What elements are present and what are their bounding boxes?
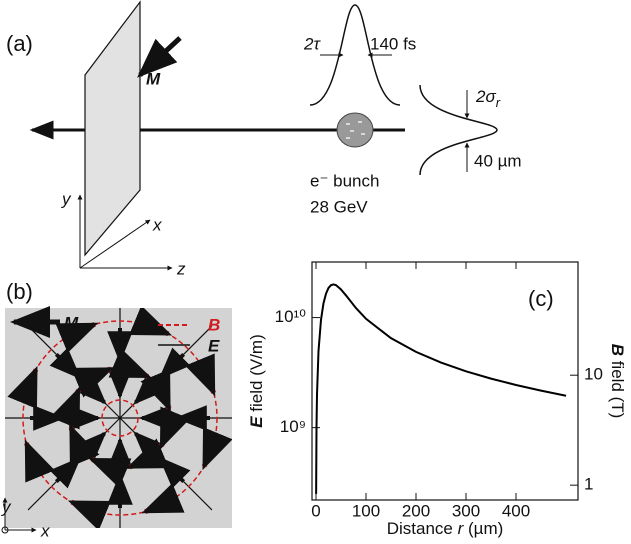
y-tick-label: 10¹⁰: [275, 307, 307, 326]
axis-label: x: [152, 215, 162, 234]
y-label-symbol: E: [247, 416, 266, 428]
y2-label-text: field (T): [608, 356, 627, 418]
beam-size-symbol-text: 2σ: [475, 87, 496, 106]
x-tick-label: 300: [452, 501, 480, 520]
bunch-label: e⁻ bunch: [310, 171, 379, 190]
x-axis-label: Distance r (µm): [387, 519, 504, 538]
magnetization-label: M: [64, 313, 79, 332]
y-axis-label: E field (V/m): [247, 334, 266, 428]
x-tick-label: 0: [311, 501, 320, 520]
axis-label: y: [61, 189, 72, 208]
figure: (a) M 2τ 140 fs 2σr 40 µm e⁻ bunch 28 Ge…: [0, 0, 631, 544]
x-tick-label: 100: [352, 501, 380, 520]
axis-label: x: [40, 521, 50, 540]
energy-label: 28 GeV: [310, 197, 368, 216]
y2-tick-label: 10: [584, 365, 603, 384]
axis-label: z: [176, 259, 186, 278]
panel-a: (a) M 2τ 140 fs 2σr 40 µm e⁻ bunch 28 Ge…: [6, 2, 522, 278]
beam-size-symbol: 2σr: [475, 87, 501, 110]
x-label-unit: (µm): [463, 519, 503, 538]
annotation: (c): [528, 286, 554, 311]
y2-axis-label: B field (T): [608, 344, 627, 419]
axis-label: y: [1, 497, 12, 516]
panel-b: (b) M B E y x: [0, 279, 250, 544]
panel-c: (c) Distance r (µm) E field (V/m) B fiel…: [247, 262, 626, 538]
pulse-width: 140 fs: [370, 34, 416, 53]
legend-e: E: [208, 336, 220, 355]
y-label-text: field (V/m): [247, 334, 266, 416]
x-label-prefix: Distance: [387, 519, 458, 538]
beam-size: 40 µm: [474, 151, 522, 170]
y-tick-label: 10⁹: [280, 417, 306, 436]
beam-size-subscript: r: [496, 95, 501, 110]
x-tick-label: 200: [402, 501, 430, 520]
plate: [85, 2, 140, 255]
y2-tick-label: 1: [584, 475, 593, 494]
panel-label: (a): [6, 31, 33, 56]
magnetization-label: M: [146, 69, 161, 88]
electron-bunch: [337, 113, 373, 147]
x-tick-label: 400: [502, 501, 530, 520]
pulse-width-symbol: 2τ: [303, 34, 321, 53]
panel-label: (b): [6, 279, 33, 304]
y2-label-symbol: B: [608, 344, 627, 356]
legend-b: B: [208, 315, 220, 334]
data-line: [316, 284, 566, 493]
